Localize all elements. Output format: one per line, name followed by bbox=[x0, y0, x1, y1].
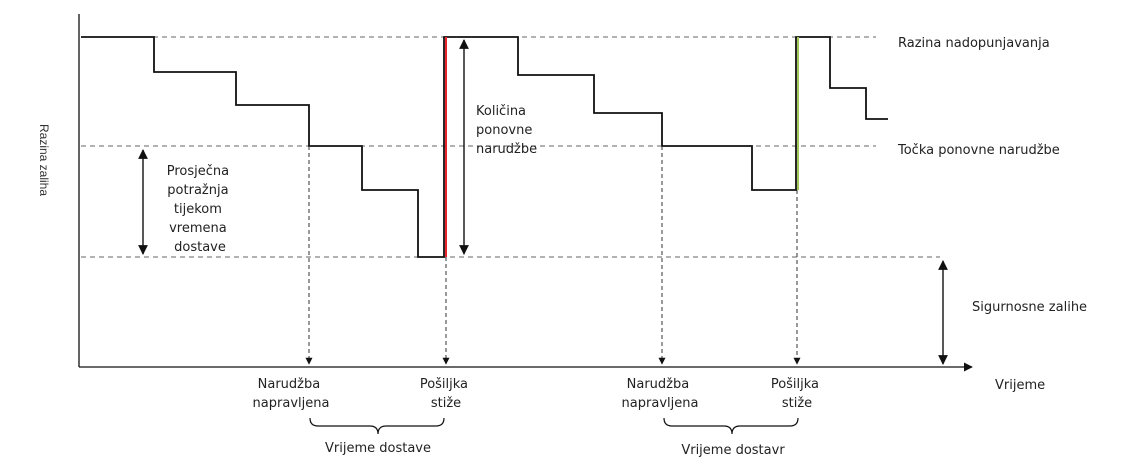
lead-time-label-1: Vrijeme dostave bbox=[325, 441, 431, 456]
arrival-label-1: Pošiljka stiže bbox=[420, 377, 472, 411]
lead-time-brace-1 bbox=[309, 417, 445, 435]
reorder-qty-label: Količina ponovne narudžbe bbox=[476, 104, 537, 157]
order-made-label-2: Narudžba napravljena bbox=[622, 377, 699, 411]
lead-time-label-2: Vrijeme dostavr bbox=[681, 443, 785, 458]
x-axis-label: Vrijeme bbox=[995, 378, 1045, 393]
inventory-level-line bbox=[81, 36, 888, 258]
safety-stock-label: Sigurnosne zalihe bbox=[972, 300, 1087, 315]
avg-demand-label: Prosječna potražnja tijekom vremena dost… bbox=[167, 164, 234, 255]
refill-level-label: Razina nadopunjavanja bbox=[898, 36, 1050, 51]
y-axis-label: Razina zaliha bbox=[37, 124, 51, 196]
order-made-label-1: Narudžba napravljena bbox=[253, 377, 330, 411]
reorder-point-label: Točka ponovne narudžbe bbox=[897, 143, 1060, 158]
arrival-label-2: Pošiljka stiže bbox=[771, 377, 823, 411]
lead-time-brace-2 bbox=[663, 417, 799, 435]
